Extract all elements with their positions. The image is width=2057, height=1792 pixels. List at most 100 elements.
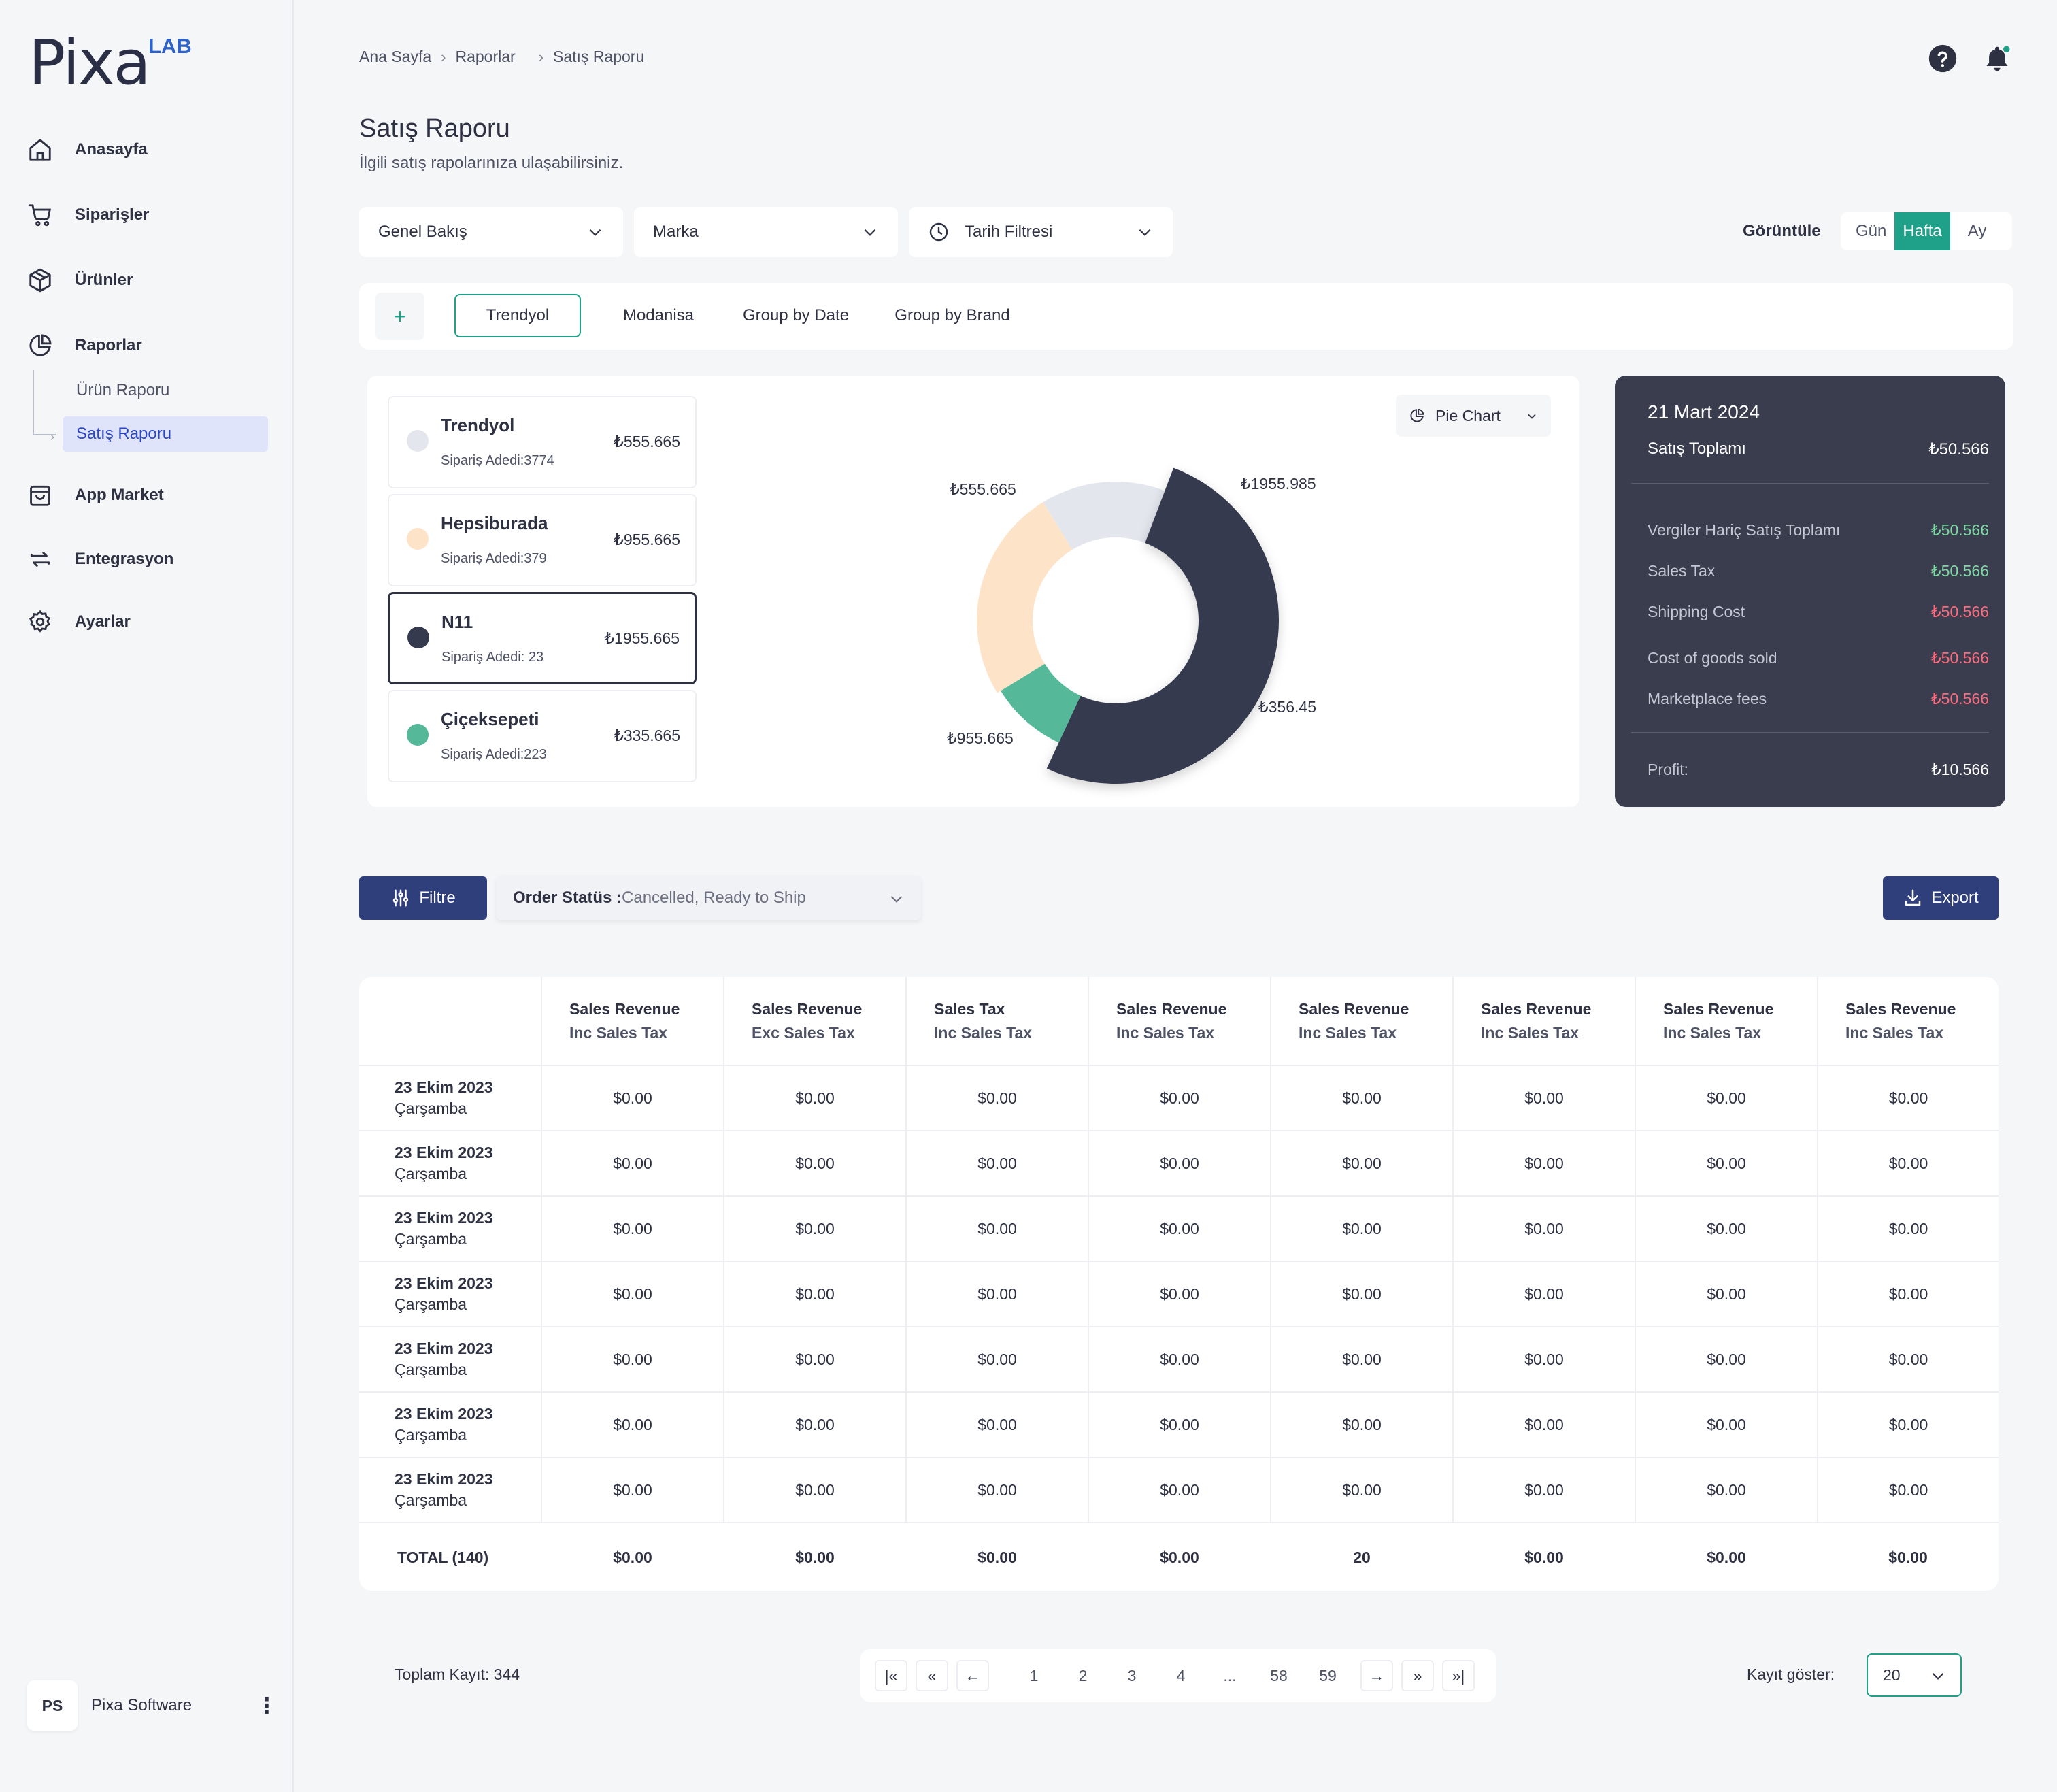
last-page-icon[interactable]: »| — [1442, 1660, 1475, 1691]
sidebar-item-ayarlar[interactable]: Ayarlar — [27, 601, 131, 642]
row-day: Çarşamba — [395, 1230, 467, 1248]
date-filter-dropdown[interactable]: Tarih Filtresi — [909, 207, 1173, 257]
summary-row: Cost of goods sold ₺50.566 — [1648, 649, 1989, 667]
sidebar-item-app-market[interactable]: App Market — [27, 475, 164, 516]
next-fast-icon[interactable]: » — [1401, 1660, 1434, 1691]
page-number[interactable]: 58 — [1270, 1666, 1288, 1685]
sidebar-item-siparisler[interactable]: Siparişler — [27, 195, 149, 235]
sidebar-item-label: Entegrasyon — [75, 550, 174, 568]
row-date-cell: 23 Ekim 2023 Çarşamba — [359, 1392, 542, 1458]
prev-fast-icon[interactable]: « — [916, 1660, 948, 1691]
sidebar-subitem-satis-raporu[interactable]: Satış Raporu — [63, 416, 268, 452]
sidebar-item-anasayfa[interactable]: Anasayfa — [27, 129, 148, 170]
table-row[interactable]: 23 Ekim 2023 Çarşamba $0.00 $0.00 $0.00 $0.00… — [359, 1327, 1999, 1393]
export-button[interactable]: Export — [1883, 876, 1999, 920]
tab-group-by-date[interactable]: Group by Date — [742, 306, 850, 325]
view-option-week[interactable]: Hafta — [1894, 212, 1950, 250]
table-header[interactable]: Sales Revenue Inc Sales Tax — [1818, 977, 1999, 1066]
table-cell: $0.00 — [541, 1131, 724, 1197]
table-header-date — [359, 977, 542, 1066]
sidebar-item-raporlar[interactable]: Raporlar — [27, 325, 142, 366]
sidebar-item-urunler[interactable]: Ürünler — [27, 260, 133, 301]
more-vertical-icon[interactable]: ⋮ — [256, 1693, 278, 1718]
filter-button[interactable]: Filtre — [359, 876, 487, 920]
market-card-ciceksepeti[interactable]: Çiçeksepeti Sipariş Adedi:223 ₺335.665 — [388, 690, 697, 782]
row-date: 23 Ekim 2023 — [395, 1470, 493, 1488]
table-header[interactable]: Sales Revenue Inc Sales Tax — [1635, 977, 1818, 1066]
header-subtitle: Inc Sales Tax — [569, 1023, 668, 1042]
summary-row: Vergiler Hariç Satış Toplamı ₺50.566 — [1648, 521, 1989, 540]
donut-slice[interactable] — [977, 502, 1073, 693]
table-header[interactable]: Sales Revenue Inc Sales Tax — [1271, 977, 1454, 1066]
tab-group-by-brand[interactable]: Group by Brand — [894, 306, 1010, 325]
order-status-dropdown[interactable]: Order Statüs : Cancelled, Ready to Ship — [497, 876, 921, 920]
row-day: Çarşamba — [395, 1491, 467, 1509]
add-tab-button[interactable]: + — [375, 293, 424, 340]
pie-chart-icon — [1410, 408, 1424, 422]
table-header[interactable]: Sales Revenue Inc Sales Tax — [1088, 977, 1271, 1066]
table-row[interactable]: 23 Ekim 2023 Çarşamba $0.00 $0.00 $0.00 $0.00… — [359, 1065, 1999, 1131]
brand-dropdown[interactable]: Marka — [634, 207, 898, 257]
pie-icon — [29, 334, 52, 356]
donut-slice[interactable] — [1001, 663, 1081, 743]
chart-type-dropdown[interactable]: Pie Chart — [1396, 395, 1551, 437]
table-row[interactable]: 23 Ekim 2023 Çarşamba $0.00 $0.00 $0.00 $0.00… — [359, 1196, 1999, 1262]
table-header[interactable]: Sales Tax Inc Sales Tax — [906, 977, 1089, 1066]
row-day: Çarşamba — [395, 1361, 467, 1378]
pie-label-n11: ₺1955.985 — [1241, 475, 1316, 493]
market-amount: ₺555.665 — [614, 433, 680, 450]
market-card-trendyol[interactable]: Trendyol Sipariş Adedi:3774 ₺555.665 — [388, 396, 697, 488]
prev-page-icon[interactable]: ← — [956, 1660, 989, 1691]
sidebar-item-label: Anasayfa — [75, 140, 148, 159]
page-number[interactable]: 3 — [1127, 1666, 1137, 1685]
total-cell: $0.00 — [1160, 1548, 1199, 1566]
market-card-n11[interactable]: N11 Sipariş Adedi: 23 ₺1955.665 — [388, 592, 697, 684]
user-profile[interactable]: PS Pixa Software ⋮ — [27, 1680, 279, 1731]
donut-slice[interactable] — [1046, 467, 1279, 784]
tab-trendyol[interactable]: Trendyol — [454, 294, 581, 337]
donut-chart — [977, 467, 1279, 784]
box-icon — [29, 268, 51, 293]
donut-slice[interactable] — [1043, 482, 1165, 550]
page-number[interactable]: 4 — [1176, 1666, 1186, 1685]
table-header[interactable]: Sales Revenue Exc Sales Tax — [724, 977, 907, 1066]
table-cell: $0.00 — [1088, 1457, 1271, 1523]
table-row[interactable]: 23 Ekim 2023 Çarşamba $0.00 $0.00 $0.00 $0.00… — [359, 1457, 1999, 1523]
table-cell: $0.00 — [1453, 1196, 1636, 1262]
tab-modanisa[interactable]: Modanisa — [622, 306, 695, 325]
summary-row-value: ₺50.566 — [1931, 521, 1989, 539]
table-row[interactable]: 23 Ekim 2023 Çarşamba $0.00 $0.00 $0.00 $0.00… — [359, 1131, 1999, 1197]
first-page-icon[interactable]: |« — [875, 1660, 907, 1691]
page-number[interactable]: 59 — [1319, 1666, 1337, 1685]
page-number[interactable]: 1 — [1029, 1666, 1039, 1685]
legend-dot — [407, 528, 429, 550]
summary-total-value: ₺50.566 — [1928, 440, 1989, 459]
view-option-month[interactable]: Ay — [1967, 222, 1987, 240]
sidebar-subitem-urun-raporu[interactable]: Ürün Raporu — [76, 381, 170, 399]
pixa-logo[interactable]: Pixa LAB — [29, 33, 192, 94]
notification-bell-icon[interactable] — [1982, 44, 2012, 73]
overview-dropdown[interactable]: Genel Bakış — [359, 207, 623, 257]
sidebar-item-entegrasyon[interactable]: Entegrasyon — [27, 539, 173, 580]
summary-row-label: Cost of goods sold — [1648, 649, 1777, 667]
view-option-day[interactable]: Gün — [1856, 222, 1887, 240]
table-header[interactable]: Sales Revenue Inc Sales Tax — [1453, 977, 1636, 1066]
help-icon[interactable] — [1928, 44, 1958, 73]
chevron-down-icon — [1139, 229, 1151, 236]
breadcrumb-reports[interactable]: Raporlar — [455, 48, 516, 65]
next-page-icon[interactable]: → — [1360, 1660, 1393, 1691]
market-name: Trendyol — [441, 415, 515, 435]
summary-row-value: ₺50.566 — [1931, 690, 1989, 708]
table-row[interactable]: 23 Ekim 2023 Çarşamba $0.00 $0.00 $0.00 $0.00… — [359, 1261, 1999, 1327]
table-cell: $0.00 — [1818, 1392, 1999, 1458]
header-subtitle: Inc Sales Tax — [1663, 1023, 1762, 1042]
table-row[interactable]: 23 Ekim 2023 Çarşamba $0.00 $0.00 $0.00 $0.00… — [359, 1392, 1999, 1458]
summary-row-label: Shipping Cost — [1648, 603, 1745, 620]
per-page-select[interactable]: 20 — [1867, 1653, 1962, 1697]
table-header[interactable]: Sales Revenue Inc Sales Tax — [541, 977, 724, 1066]
page-number[interactable]: 2 — [1078, 1666, 1088, 1685]
summary-card: 21 Mart 2024 Satış Toplamı ₺50.566 Vergi… — [1615, 376, 2005, 807]
table-cell: $0.00 — [1271, 1261, 1454, 1327]
market-card-hepsiburada[interactable]: Hepsiburada Sipariş Adedi:379 ₺955.665 — [388, 494, 697, 586]
breadcrumb-home[interactable]: Ana Sayfa — [359, 48, 432, 65]
